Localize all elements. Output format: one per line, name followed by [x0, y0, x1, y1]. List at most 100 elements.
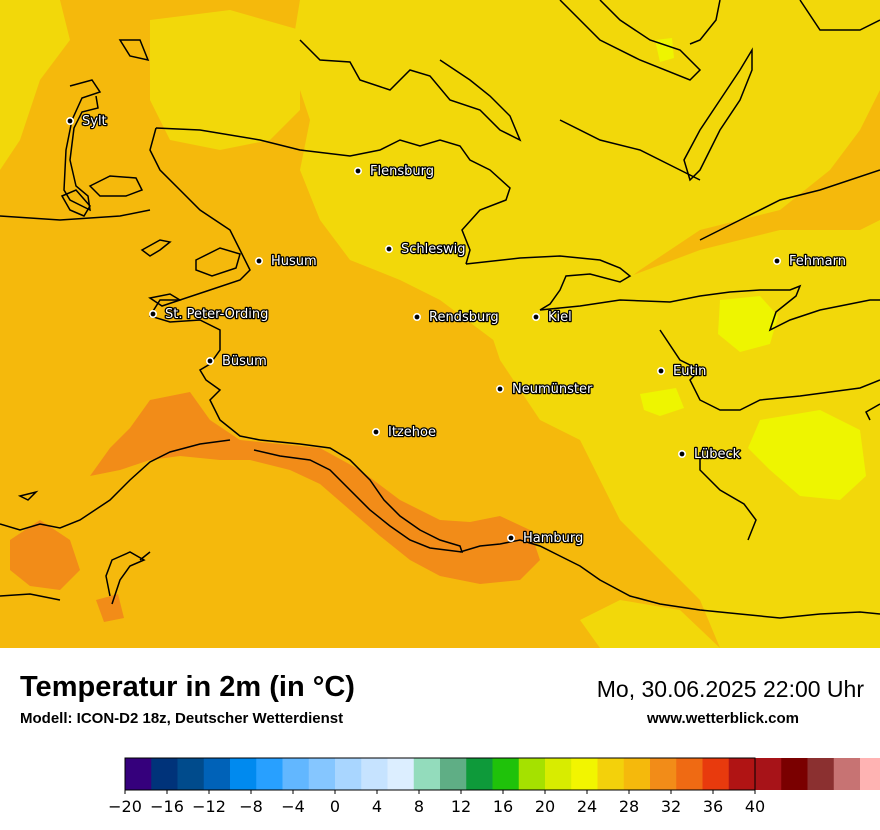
colorbar-cell	[151, 758, 178, 790]
city-flensburg: Flensburg	[353, 163, 435, 180]
colorbar-cell	[282, 758, 310, 790]
city-marker-dot	[412, 312, 421, 321]
city-marker-dot	[149, 309, 158, 318]
colorbar-cell	[807, 758, 835, 790]
city-marker-dot	[66, 117, 75, 126]
city-marker-dot	[656, 366, 665, 375]
colorbar-cell	[440, 758, 467, 790]
colorbar-cell	[571, 758, 598, 790]
city-rendsburg: Rendsburg	[412, 309, 500, 326]
city-fehmarn: Fehmarn	[772, 253, 847, 270]
city-label: Hamburg	[523, 531, 583, 546]
model-info: Modell: ICON-D2 18z, Deutscher Wetterdie…	[20, 710, 344, 727]
city-label: Rendsburg	[429, 310, 499, 325]
city-marker-dot	[206, 356, 215, 365]
colorbar-tick-label: 0	[330, 797, 340, 816]
colorbar-tick-label: −20	[108, 797, 142, 816]
city-label: Flensburg	[370, 164, 434, 179]
colorbar-cell	[203, 758, 231, 790]
city-label: Neumünster	[512, 382, 593, 397]
colorbar-tick-label: −8	[239, 797, 263, 816]
colorbar-cell	[492, 758, 520, 790]
colorbar-tick-label: 40	[745, 797, 765, 816]
cool-temperature-regions	[0, 0, 880, 648]
colorbar-tick-label: 24	[577, 797, 597, 816]
temperature-map: Sylt Flensburg Schleswig Husum Fehmarn St. Pe…	[0, 0, 880, 648]
city-eutin: Eutin	[656, 363, 708, 380]
colorbar-tick-label: 4	[372, 797, 382, 816]
city-neumunster: Neumünster	[495, 381, 594, 398]
colorbar-cell	[623, 758, 651, 790]
coastlines	[0, 0, 880, 619]
city-marker-dot	[371, 427, 380, 436]
city-marker-dot	[384, 245, 393, 254]
map-canvas: Sylt Flensburg Schleswig Husum Fehmarn St. Pe…	[0, 0, 880, 648]
city-sylt: Sylt	[66, 113, 108, 130]
city-st-peter-ording: St. Peter-Ording	[149, 306, 270, 323]
city-label: Kiel	[548, 310, 572, 325]
colorbar-tick-label: −16	[150, 797, 184, 816]
city-schleswig: Schleswig	[384, 241, 467, 258]
city-husum: Husum	[255, 253, 318, 270]
city-label: Büsum	[222, 354, 267, 369]
city-label: Schleswig	[401, 242, 466, 257]
colorbar-cell	[676, 758, 703, 790]
colorbar-cell	[335, 758, 362, 790]
city-lubeck: Lübeck	[677, 446, 742, 463]
colorbar-cell	[781, 758, 808, 790]
website-link[interactable]: www.wetterblick.com	[647, 710, 799, 727]
city-marker-dot	[353, 167, 362, 176]
city-marker-dot	[531, 312, 540, 321]
city-label: Husum	[271, 254, 317, 269]
city-label: St. Peter-Ording	[165, 307, 268, 322]
city-label: Fehmarn	[789, 254, 846, 269]
colorbar-tick-label: 8	[414, 797, 424, 816]
colorbar-tick-label: −12	[192, 797, 226, 816]
colorbar-tick-label: 12	[451, 797, 471, 816]
colorbar-tick-label: −4	[281, 797, 305, 816]
city-label: Eutin	[673, 364, 706, 379]
city-label: Sylt	[82, 114, 107, 129]
warm-temperature-regions	[10, 392, 540, 622]
colorbar-cell	[308, 758, 336, 790]
city-marker-dot	[255, 256, 264, 265]
city-itzehoe: Itzehoe	[371, 424, 437, 441]
colorbar-cell	[518, 758, 546, 790]
colorbar-cell	[728, 758, 756, 790]
colorbar-tick-label: 20	[535, 797, 555, 816]
city-marker-dot	[677, 449, 686, 458]
colorbar-cell	[860, 758, 880, 790]
colorbar-cell	[125, 758, 152, 790]
forecast-datetime: Mo, 30.06.2025 22:00 Uhr	[596, 676, 864, 702]
colorbar-cell	[833, 758, 861, 790]
colorbar-tick-label: 36	[703, 797, 723, 816]
colorbar-tick-label: 32	[661, 797, 681, 816]
colorbar-cell	[755, 758, 782, 790]
colorbar-cell	[702, 758, 730, 790]
map-title: Temperatur in 2m (in °C)	[20, 671, 355, 703]
colorbar-ticks: −20 −16 −12 −8 −4 0 4 8 12 16 20 24 28 32 36 40	[108, 790, 765, 816]
city-marker-dot	[506, 533, 515, 542]
colorbar-tick-label: 28	[619, 797, 639, 816]
colorbar-cell	[597, 758, 625, 790]
city-label: Lübeck	[694, 447, 741, 462]
colorbar-cell	[256, 758, 283, 790]
colorbar-cell	[545, 758, 572, 790]
colorbar-cell	[230, 758, 257, 790]
colorbar-cell	[177, 758, 205, 790]
city-marker-dot	[772, 256, 781, 265]
city-kiel: Kiel	[531, 309, 573, 326]
temperature-colorbar: −20 −16 −12 −8 −4 0 4 8 12 16 20 24 28 32 36 40	[108, 757, 880, 816]
colorbar-cell	[387, 758, 415, 790]
coolest-temperature-regions	[640, 38, 866, 500]
colorbar-cell	[650, 758, 677, 790]
city-label: Itzehoe	[388, 425, 436, 440]
colorbar-cells	[125, 758, 880, 790]
colorbar-cell	[413, 758, 441, 790]
city-markers: Sylt Flensburg Schleswig Husum Fehmarn St. Pe…	[66, 113, 847, 547]
colorbar-cell	[361, 758, 388, 790]
city-marker-dot	[495, 384, 504, 393]
city-busum: Büsum	[206, 353, 268, 370]
colorbar-cell	[466, 758, 493, 790]
colorbar-tick-label: 16	[493, 797, 513, 816]
